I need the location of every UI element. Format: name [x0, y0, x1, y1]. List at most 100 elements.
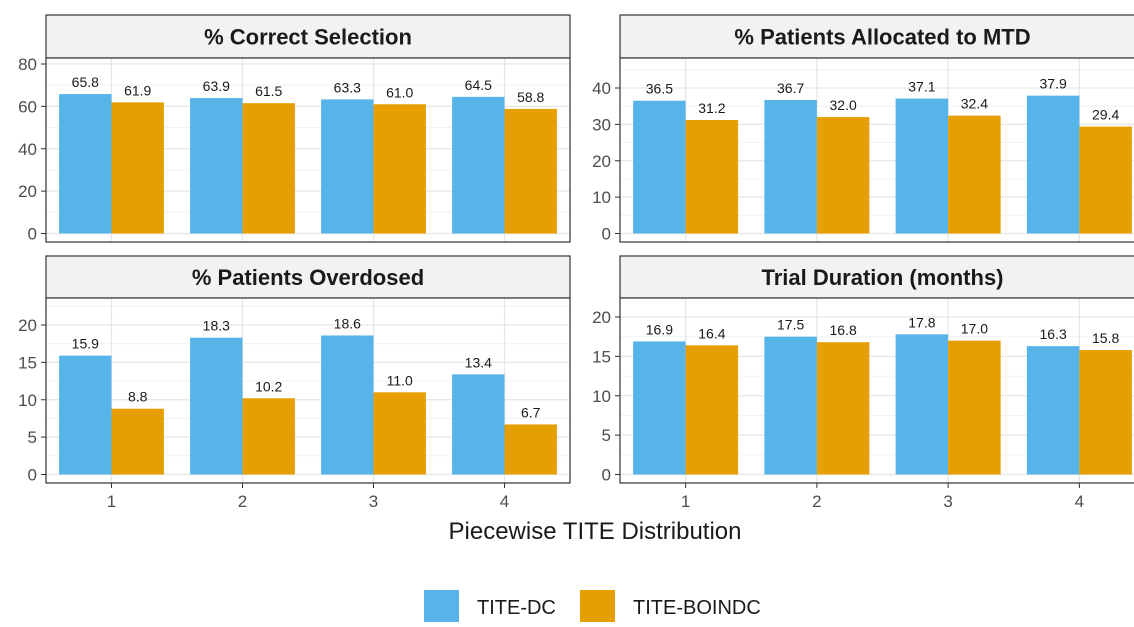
bar-tite-boindc: [242, 103, 295, 234]
y-tick-label: 0: [602, 466, 611, 485]
bar-tite-dc: [190, 98, 243, 234]
bar-tite-boindc: [504, 108, 557, 234]
x-tick-label: 3: [943, 492, 952, 511]
x-tick-label: 4: [500, 492, 509, 511]
panel-strip: [45, 14, 571, 59]
y-tick-label: 20: [18, 316, 37, 335]
bar-tite-dc: [1026, 346, 1080, 475]
y-tick-label: 30: [592, 115, 611, 134]
panel-border: [45, 297, 571, 484]
y-tick-label: 40: [18, 140, 37, 159]
bar-tite-dc: [452, 96, 505, 234]
panel-strip: [619, 255, 1134, 299]
bar-tite-boindc: [948, 340, 1001, 475]
bar-tite-dc: [764, 336, 817, 475]
y-tick-label: 40: [592, 79, 611, 98]
bar-tite-dc: [452, 374, 505, 475]
data-label: 64.5: [465, 77, 492, 93]
data-label: 17.0: [961, 321, 988, 337]
y-tick-label: 15: [18, 353, 37, 372]
bar-tite-boindc: [685, 120, 739, 234]
bar-tite-boindc: [816, 342, 870, 475]
y-tick-label: 20: [592, 152, 611, 171]
bar-tite-boindc: [685, 345, 739, 475]
bar-tite-boindc: [373, 392, 426, 475]
bar-tite-dc: [321, 335, 374, 475]
x-axis-title: Piecewise TITE Distribution: [449, 518, 742, 545]
bar-tite-boindc: [373, 104, 426, 234]
bar-tite-dc: [895, 334, 949, 475]
data-label: 17.5: [777, 317, 804, 333]
data-label: 16.3: [1040, 326, 1067, 342]
x-tick-label: 1: [107, 492, 116, 511]
bar-tite-dc: [633, 341, 686, 475]
x-tick-label: 2: [238, 492, 247, 511]
y-tick-label: 20: [18, 182, 37, 201]
legend-swatch: [580, 590, 615, 622]
x-tick-label: 3: [369, 492, 378, 511]
y-tick-label: 0: [28, 466, 37, 485]
y-tick-label: 0: [602, 225, 611, 244]
bar-tite-dc: [190, 337, 243, 475]
data-label: 63.9: [203, 78, 230, 94]
data-label: 15.9: [72, 336, 99, 352]
data-label: 63.3: [334, 79, 361, 95]
y-tick-label: 60: [18, 97, 37, 116]
data-label: 65.8: [72, 74, 99, 90]
y-tick-label: 10: [18, 391, 37, 410]
data-label: 10.2: [255, 378, 282, 394]
panel-title: % Patients Allocated to MTD: [734, 25, 1030, 50]
legend-swatch: [424, 590, 459, 622]
bar-tite-dc: [1026, 95, 1080, 234]
data-label: 36.7: [777, 80, 804, 96]
data-label: 32.0: [830, 97, 857, 113]
y-tick-label: 80: [18, 55, 37, 74]
panel-border: [619, 57, 1134, 243]
y-tick-label: 5: [28, 428, 37, 447]
bar-tite-dc: [59, 94, 112, 234]
y-tick-label: 10: [592, 387, 611, 406]
bar-tite-boindc: [111, 102, 164, 234]
panel-border: [619, 297, 1134, 484]
legend-label: TITE-DC: [477, 597, 556, 619]
data-label: 37.9: [1040, 76, 1067, 92]
bar-tite-dc: [59, 355, 112, 475]
bar-tite-dc: [764, 100, 817, 234]
data-label: 32.4: [961, 96, 988, 112]
panel-title: % Patients Overdosed: [192, 265, 424, 290]
data-label: 29.4: [1092, 107, 1119, 123]
data-label: 15.8: [1092, 330, 1119, 346]
data-label: 36.5: [646, 81, 673, 97]
x-tick-label: 2: [812, 492, 821, 511]
data-label: 61.0: [386, 84, 413, 100]
data-label: 16.9: [646, 321, 673, 337]
y-tick-label: 15: [592, 347, 611, 366]
panel-title: Trial Duration (months): [762, 265, 1004, 290]
x-tick-label: 1: [681, 492, 690, 511]
panel-strip: [45, 255, 571, 299]
bar-tite-dc: [321, 99, 374, 234]
y-tick-label: 10: [592, 188, 611, 207]
data-label: 13.4: [465, 354, 492, 370]
data-label: 18.3: [203, 318, 230, 334]
data-label: 6.7: [521, 404, 541, 420]
legend-label: TITE-BOINDC: [633, 597, 761, 619]
x-tick-label: 4: [1075, 492, 1084, 511]
bar-tite-dc: [633, 100, 686, 234]
data-label: 16.4: [698, 325, 725, 341]
data-label: 18.6: [334, 315, 361, 331]
data-label: 61.9: [124, 82, 151, 98]
bar-tite-boindc: [948, 115, 1001, 234]
data-label: 31.2: [698, 100, 725, 116]
y-tick-label: 20: [592, 308, 611, 327]
panel-title: % Correct Selection: [204, 25, 412, 50]
bar-tite-boindc: [242, 398, 295, 475]
data-label: 58.8: [517, 89, 544, 105]
data-label: 11.0: [387, 372, 413, 388]
data-label: 37.1: [908, 79, 935, 95]
y-tick-label: 0: [28, 225, 37, 244]
data-label: 8.8: [128, 389, 148, 405]
bar-tite-boindc: [1079, 126, 1132, 234]
